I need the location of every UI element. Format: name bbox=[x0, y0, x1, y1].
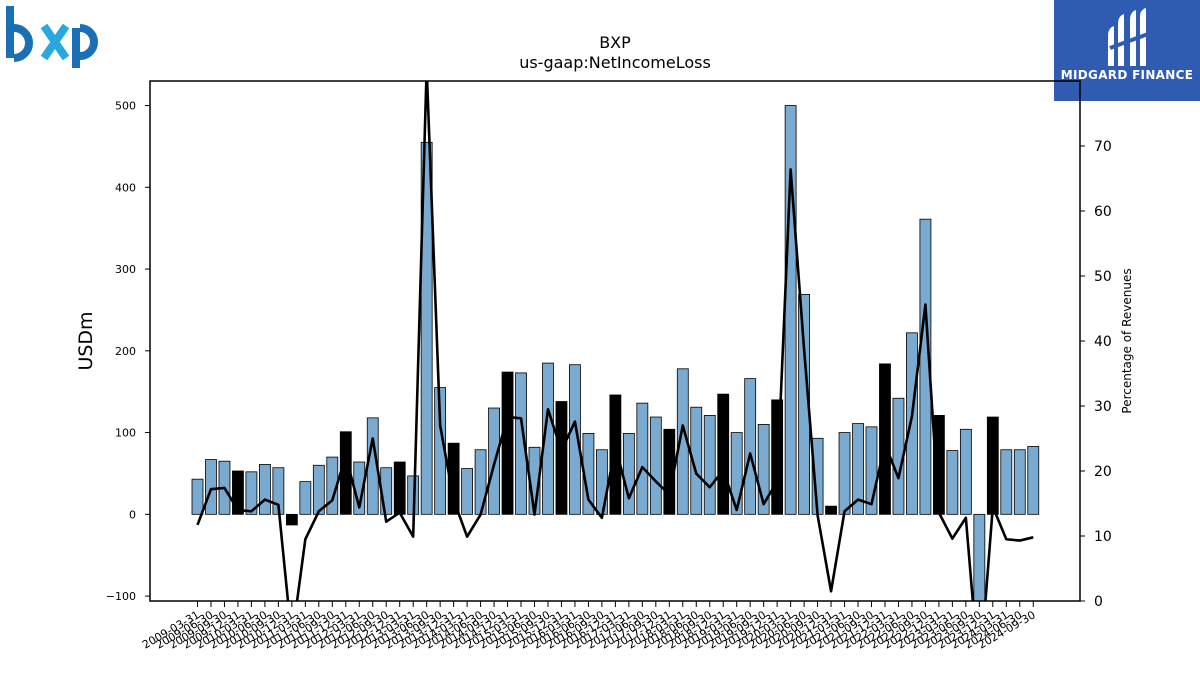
bar-2014-03-31 bbox=[461, 468, 474, 515]
bar-2016-12-31 bbox=[609, 394, 622, 515]
bar-2010-12-31 bbox=[285, 513, 298, 526]
bar-2023-09-30 bbox=[973, 513, 986, 601]
y2-tick-label: 10 bbox=[1094, 529, 1112, 545]
y-tick-label: 500 bbox=[115, 100, 136, 113]
bar-2009-03-31 bbox=[191, 478, 204, 515]
y-tick-label: 0 bbox=[129, 508, 136, 521]
bar-2023-03-31 bbox=[946, 450, 959, 515]
bar-2009-06-30 bbox=[205, 459, 217, 515]
bar-2022-06-30 bbox=[906, 332, 918, 515]
y2-tick-label: 40 bbox=[1094, 334, 1112, 350]
bar-2015-09-30 bbox=[542, 362, 554, 515]
bar-2019-03-31 bbox=[730, 432, 743, 515]
bar-2013-06-30 bbox=[420, 141, 433, 515]
bxp-logo bbox=[4, 2, 104, 70]
bar-2019-09-30 bbox=[757, 423, 770, 515]
bar-2010-03-31 bbox=[245, 471, 258, 515]
bar-2018-12-31 bbox=[717, 393, 730, 515]
percentage-of-revenues-line bbox=[196, 81, 1034, 601]
y2-tick-label: 70 bbox=[1094, 139, 1112, 155]
y-tick-label: 300 bbox=[115, 263, 136, 276]
midgard-emblem-icon bbox=[1108, 8, 1149, 66]
y-tick-label: 100 bbox=[115, 427, 136, 440]
bar-2013-12-31 bbox=[447, 442, 460, 515]
bar-2021-12-31 bbox=[879, 363, 891, 515]
bar-2020-12-31 bbox=[825, 505, 837, 515]
chart-title: BXP bbox=[599, 33, 631, 52]
bar-2023-12-31 bbox=[986, 416, 999, 515]
y2-tick-label: 50 bbox=[1094, 269, 1112, 285]
bar-2018-06-30 bbox=[690, 406, 703, 515]
chart-subtitle: us-gaap:NetIncomeLoss bbox=[519, 53, 711, 72]
bar-2022-09-30 bbox=[919, 218, 932, 515]
bar-2011-06-30 bbox=[312, 464, 325, 515]
bar-2016-09-30 bbox=[596, 449, 608, 515]
y2-tick-label: 0 bbox=[1094, 594, 1103, 610]
bar-2020-03-31 bbox=[784, 105, 797, 515]
y-axis-label: USDm bbox=[75, 311, 97, 370]
bar-2017-03-31 bbox=[622, 432, 635, 515]
bxp-logo-mark bbox=[6, 6, 98, 68]
bar-2023-06-30 bbox=[959, 428, 972, 515]
bar-2018-09-30 bbox=[703, 414, 716, 515]
bar-2015-03-31 bbox=[515, 372, 527, 515]
y2-tick-label: 20 bbox=[1094, 464, 1112, 480]
midgard-finance-logo: MIDGARD FINANCE bbox=[1054, 0, 1200, 101]
bar-2011-03-31 bbox=[299, 481, 312, 515]
y2-tick-label: 30 bbox=[1094, 399, 1112, 415]
y2-tick-label: 60 bbox=[1094, 204, 1112, 220]
bar-2015-12-31 bbox=[555, 401, 568, 515]
bar-2012-12-31 bbox=[393, 461, 406, 515]
y2-axis-label: Percentage of Revenues bbox=[1120, 268, 1134, 413]
bar-2024-03-31 bbox=[1000, 449, 1013, 515]
bar-2014-12-31 bbox=[501, 371, 514, 515]
bar-2024-06-30 bbox=[1013, 449, 1026, 515]
bar-2016-03-31 bbox=[569, 364, 581, 515]
bar-2009-12-31 bbox=[232, 470, 244, 515]
bar-2021-09-30 bbox=[865, 426, 878, 515]
bar-2010-06-30 bbox=[258, 464, 271, 515]
bar-2024-09-30 bbox=[1027, 446, 1040, 515]
bar-2021-03-31 bbox=[838, 432, 851, 515]
bar-2017-09-30 bbox=[649, 416, 662, 515]
bar-2017-06-30 bbox=[636, 402, 649, 515]
bar-2019-06-30 bbox=[744, 378, 757, 515]
bar-2021-06-30 bbox=[852, 423, 864, 515]
midgard-finance-wordmark: MIDGARD FINANCE bbox=[1060, 68, 1194, 82]
y-tick-label: 400 bbox=[115, 181, 136, 194]
y-tick-label: 200 bbox=[115, 345, 136, 358]
y-tick-label: −100 bbox=[106, 590, 136, 603]
